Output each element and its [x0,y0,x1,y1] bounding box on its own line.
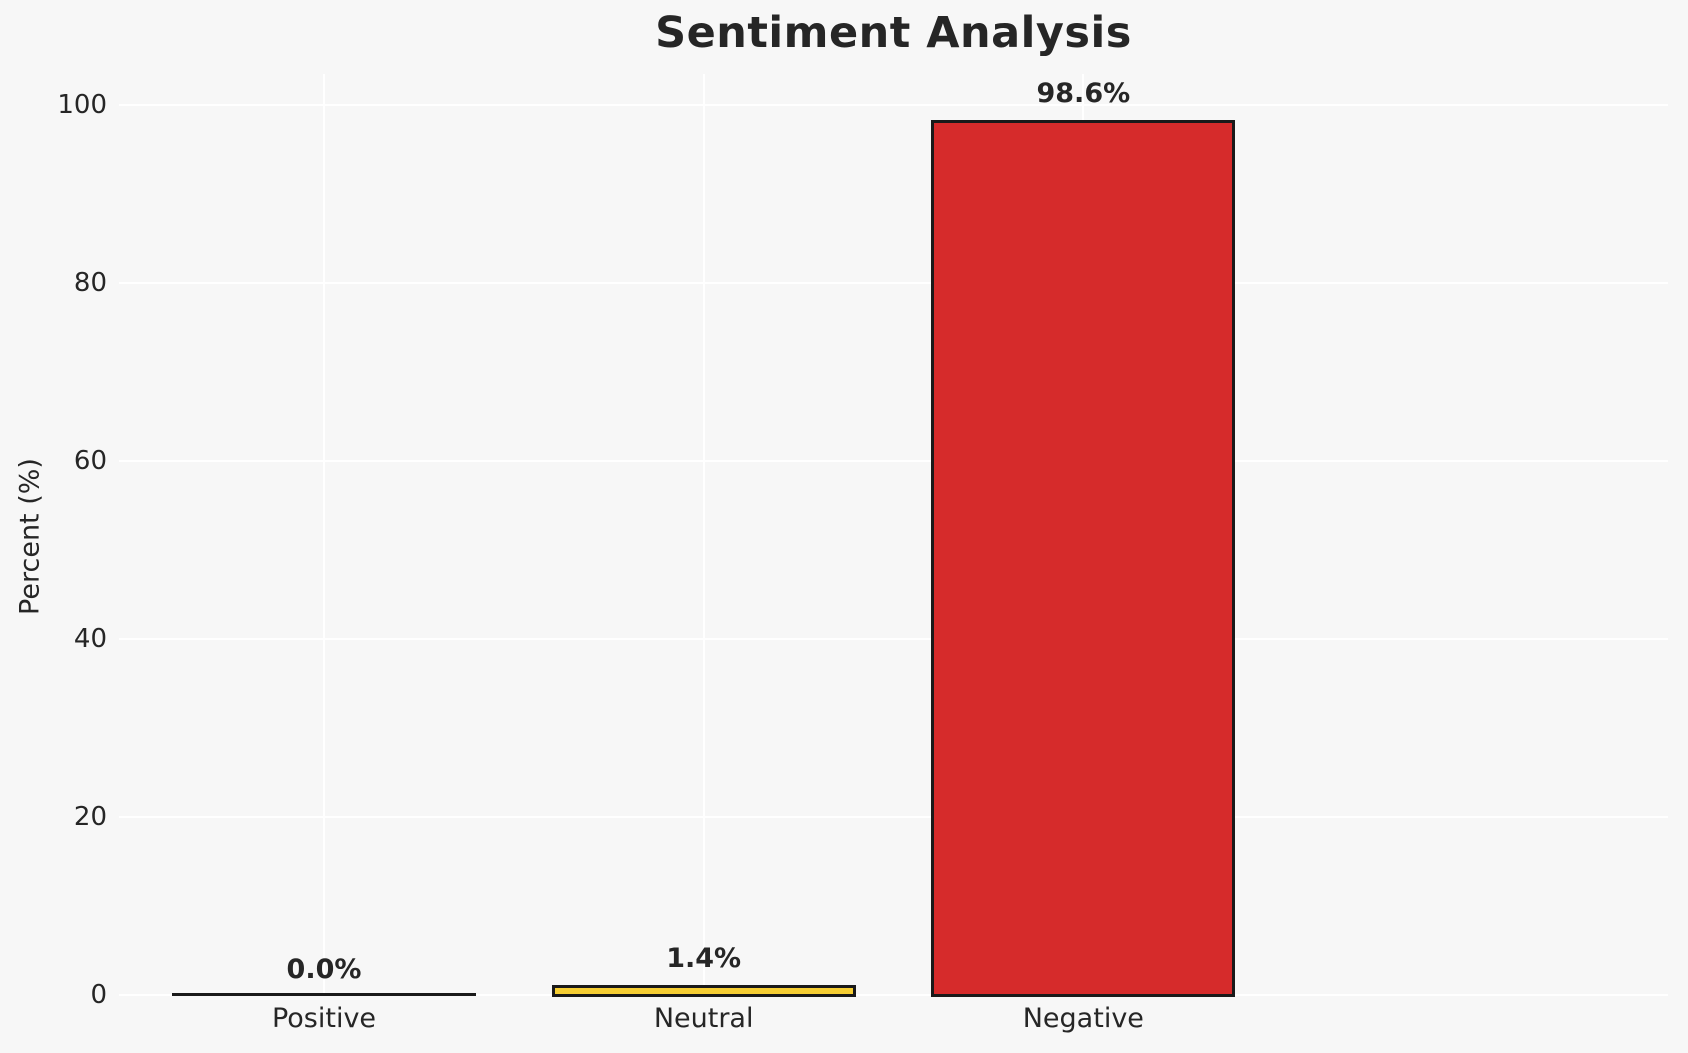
bar-value-label-negative: 98.6% [1036,77,1131,109]
y-axis-title: Percent (%) [14,458,46,615]
bar-negative [931,120,1236,997]
chart-title: Sentiment Analysis [655,8,1132,58]
y-tick-label-40: 40 [73,624,107,655]
plot-area: 0.0% 1.4% 98.6% [119,74,1668,997]
x-gridline-positive [323,74,325,995]
y-gridline-60 [119,460,1668,463]
y-gridline-20 [119,816,1668,819]
bar-positive [172,993,476,996]
y-tick-label-60: 60 [73,446,107,477]
y-gridline-100 [119,104,1668,107]
y-gridline-80 [119,282,1668,285]
x-tick-label-negative: Negative [1022,1003,1144,1034]
y-gridline-40 [119,638,1668,641]
y-gridline-0 [119,994,1668,996]
x-tick-label-neutral: Neutral [653,1003,754,1034]
bar-value-label-positive: 0.0% [286,953,362,985]
x-tick-label-positive: Positive [271,1003,377,1034]
bar-neutral [551,985,856,997]
y-tick-label-100: 100 [57,90,107,121]
y-tick-label-0: 0 [90,980,107,1010]
y-tick-label-20: 20 [73,802,107,833]
x-gridline-neutral [702,74,705,995]
bar-value-label-neutral: 1.4% [666,942,742,974]
y-tick-label-80: 80 [73,268,107,299]
